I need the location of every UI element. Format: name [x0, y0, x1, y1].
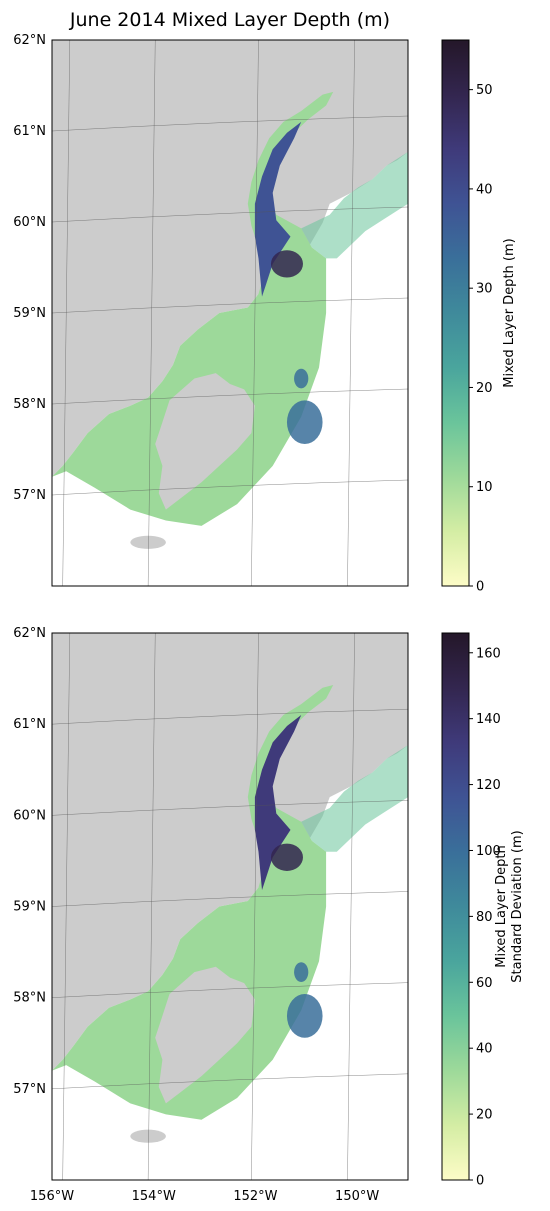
lat-tick-label: 62°N — [13, 626, 46, 641]
lon-tick-label: 154°W — [132, 1189, 176, 1204]
lat-tick-label: 57°N — [13, 1082, 46, 1097]
colorbar-gradient — [441, 39, 470, 587]
coastal-field — [301, 151, 408, 259]
colorbar-tick-label: 60 — [476, 976, 493, 991]
parallel-gridline — [52, 297, 408, 314]
colorbar-tick-label: 20 — [476, 1108, 493, 1123]
parallel-gridline — [52, 982, 408, 998]
map-panel-mixed-layer-depth: 57°N 58°N 59°N 60°N 61°N 62°N 0 10 20 30 40 50 Mixed… — [13, 33, 517, 595]
colorbar-tick-label: 20 — [476, 381, 493, 396]
land-mass — [52, 40, 408, 477]
parallel-gridline — [52, 115, 408, 132]
map-area — [52, 40, 408, 586]
parallel-gridline — [52, 891, 408, 907]
lat-tick-label: 57°N — [13, 488, 46, 503]
colorbar-tick-label: 140 — [476, 712, 501, 727]
meridian-gridline — [251, 633, 259, 1180]
lat-tick-label: 61°N — [13, 717, 46, 732]
lat-tick-label: 61°N — [13, 124, 46, 139]
colorbar-tick-label: 30 — [476, 282, 493, 297]
colorbar-tick-label: 10 — [476, 480, 493, 495]
deep-region — [270, 843, 303, 871]
deep-channel-field — [254, 715, 302, 891]
colorbar-tick-label: 50 — [476, 83, 493, 98]
colorbar-tick-label: 100 — [476, 844, 501, 859]
colorbar-tick-label: 40 — [476, 1042, 493, 1057]
lon-tick-label: 150°W — [335, 1189, 379, 1204]
lat-tick-label: 60°N — [13, 808, 46, 823]
lat-tick-label: 60°N — [13, 215, 46, 230]
lon-tick-label: 152°W — [233, 1189, 277, 1204]
meridian-gridline — [251, 40, 259, 586]
meridian-gridline — [62, 40, 71, 586]
parallel-gridline — [52, 633, 57, 634]
meridian-gridline — [347, 40, 355, 586]
colorbar-tick-label: 40 — [476, 182, 493, 197]
island-land — [173, 999, 213, 1033]
colorbar-tick-label: 160 — [476, 646, 501, 661]
colorbar-label: Mixed Layer Depth (m) — [502, 238, 517, 387]
deep-region — [286, 400, 323, 445]
parallel-gridline — [52, 388, 408, 405]
colorbar-tick-label: 0 — [476, 1174, 484, 1189]
parallel-gridline — [52, 479, 408, 496]
lon-tick-label: 156°W — [30, 1189, 74, 1204]
map-panel-mixed-layer-depth-std: 57°N 58°N 59°N 60°N 61°N 62°N 156°W 154°W 152°W 1… — [13, 626, 525, 1204]
colorbar: 0 10 20 30 40 50 Mixed Layer Depth (m) — [441, 39, 517, 595]
colorbar-tick-label: 0 — [476, 580, 484, 595]
meridian-gridline — [347, 633, 355, 1180]
parallel-gridline — [52, 206, 408, 223]
meridian-gridline — [147, 633, 156, 1180]
colorbar-tick-label: 80 — [476, 910, 493, 925]
land-mass — [52, 633, 408, 1071]
meridian-gridline — [62, 633, 71, 1180]
colorbar: 0 20 40 60 80 100 120 140 160 Mixed Layer DepthSt… — [441, 632, 525, 1189]
parallel-gridline — [52, 800, 408, 816]
map-area — [52, 633, 408, 1180]
island-land — [173, 405, 213, 439]
small-island — [130, 1129, 166, 1143]
coastal-field — [301, 745, 408, 852]
deep-region — [286, 994, 323, 1038]
lat-tick-label: 59°N — [13, 900, 46, 915]
colorbar-label: Mixed Layer DepthStandard Deviation (m) — [494, 830, 525, 982]
colorbar-gradient — [441, 632, 470, 1181]
map-frame — [51, 632, 409, 1181]
deep-region — [294, 368, 309, 389]
map-frame — [51, 39, 409, 587]
deep-channel-field — [254, 121, 302, 297]
lat-tick-label: 58°N — [13, 991, 46, 1006]
colorbar-tick-label: 120 — [476, 778, 501, 793]
island-land — [155, 966, 255, 1104]
meridian-gridline — [147, 40, 156, 586]
lat-tick-label: 58°N — [13, 397, 46, 412]
parallel-gridline — [52, 708, 408, 725]
lat-tick-label: 59°N — [13, 306, 46, 321]
small-island — [130, 535, 166, 549]
deep-region — [294, 962, 309, 982]
figure-title: June 2014 Mixed Layer Depth (m) — [69, 9, 390, 31]
lat-tick-label: 62°N — [13, 33, 46, 48]
parallel-gridline — [52, 1073, 408, 1090]
island-land — [155, 373, 255, 510]
deep-region — [270, 250, 303, 278]
